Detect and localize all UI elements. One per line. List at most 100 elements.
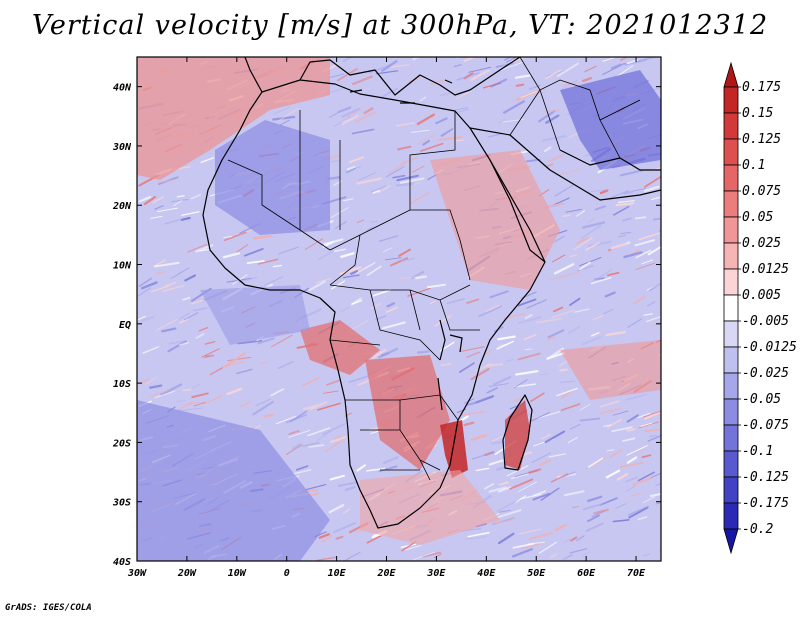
field-streak — [591, 510, 605, 518]
border-lines-middle-east — [509, 57, 641, 159]
blue-patch-gulf-guinea — [200, 285, 310, 345]
field-streak — [580, 224, 602, 239]
field-streak — [645, 57, 657, 61]
field-streak — [505, 358, 514, 362]
field-streak — [398, 248, 411, 257]
field-streak — [466, 351, 480, 358]
field-streak — [496, 340, 514, 350]
field-streak — [463, 72, 474, 80]
field-streak — [548, 453, 566, 458]
field-streak — [598, 407, 622, 415]
field-streak — [637, 412, 651, 419]
footer-credit: GrADS: IGES/COLA — [5, 603, 92, 613]
field-streak — [506, 465, 529, 477]
mediterranean-islands — [349, 79, 453, 104]
colorbar-label: 0.15 — [742, 106, 773, 121]
field-streak — [615, 503, 627, 509]
field-streak — [339, 266, 362, 276]
field-streak — [160, 383, 183, 396]
latitude-labels: 40N 30N 20N 10N EQ 10S 20S 30S 40S — [112, 83, 132, 568]
field-streak — [523, 333, 537, 341]
lat-tick-label: 40S — [113, 557, 131, 568]
field-streak — [315, 431, 331, 442]
field-streak — [643, 313, 653, 316]
field-streak — [544, 430, 565, 444]
field-streak — [285, 414, 308, 424]
field-streak — [366, 265, 382, 277]
field-streak — [602, 62, 626, 76]
field-streak — [646, 300, 656, 307]
field-streak — [593, 508, 609, 515]
field-streak — [605, 330, 627, 337]
field-streak — [411, 165, 425, 173]
field-streak — [333, 248, 347, 253]
field-streak — [382, 456, 399, 465]
field-streak — [386, 302, 396, 308]
field-streak — [352, 75, 373, 86]
field-streak — [410, 270, 425, 280]
field-streak — [349, 156, 365, 163]
colorbar-label: -0.005 — [742, 314, 789, 329]
field-streak — [377, 347, 399, 359]
field-streak — [342, 198, 354, 202]
field-streak — [356, 219, 365, 223]
border-lines-north — [227, 110, 471, 286]
field-streak — [293, 469, 312, 475]
field-streak — [644, 428, 660, 433]
colorbar-label: 0.05 — [742, 210, 773, 225]
field-streak — [177, 401, 194, 411]
field-streak — [375, 70, 399, 75]
lon-tick-label: 20E — [376, 568, 396, 579]
field-streak — [579, 403, 591, 411]
field-streak — [625, 485, 636, 492]
field-streak — [226, 387, 243, 396]
field-streak — [304, 238, 324, 250]
colorbar-label: 0.025 — [742, 236, 781, 251]
field-streak — [497, 509, 522, 518]
field-streak — [576, 236, 589, 245]
field-streak — [575, 210, 586, 217]
field-streak — [168, 340, 185, 345]
field-streak — [641, 259, 653, 265]
field-streak — [263, 414, 274, 418]
field-streak — [409, 192, 430, 205]
field-streak — [396, 174, 419, 182]
field-streak — [518, 481, 538, 493]
field-streak — [149, 384, 163, 389]
field-streak — [440, 363, 452, 367]
field-streak — [549, 275, 567, 281]
field-streak — [603, 424, 612, 427]
field-streak — [581, 221, 606, 229]
field-streak — [422, 139, 430, 146]
field-streak — [399, 275, 422, 280]
field-streak — [536, 411, 561, 419]
colorbar-swatch — [723, 294, 739, 322]
field-streak — [626, 414, 639, 423]
field-streak — [278, 107, 299, 121]
field-streak — [554, 235, 565, 243]
field-streak — [521, 542, 542, 550]
field-streak — [459, 362, 475, 373]
field-streak — [545, 69, 562, 80]
field-streak — [308, 280, 326, 292]
field-streak — [184, 312, 199, 321]
field-streak — [505, 57, 516, 63]
field-streak — [198, 326, 209, 332]
field-streak — [277, 360, 294, 369]
field-streak — [344, 551, 361, 561]
field-streak — [549, 553, 558, 559]
field-streak — [322, 423, 346, 436]
field-streak — [346, 167, 356, 174]
field-streak — [488, 458, 507, 466]
field-streak — [408, 76, 424, 82]
field-streak — [446, 298, 465, 304]
field-streak — [660, 91, 661, 94]
field-streak — [328, 73, 345, 79]
field-streak — [592, 269, 612, 282]
field-streak — [152, 196, 165, 204]
field-streak — [582, 77, 593, 83]
colorbar-label: -0.1 — [742, 444, 773, 459]
field-streak — [515, 83, 525, 87]
field-streak — [562, 214, 572, 218]
